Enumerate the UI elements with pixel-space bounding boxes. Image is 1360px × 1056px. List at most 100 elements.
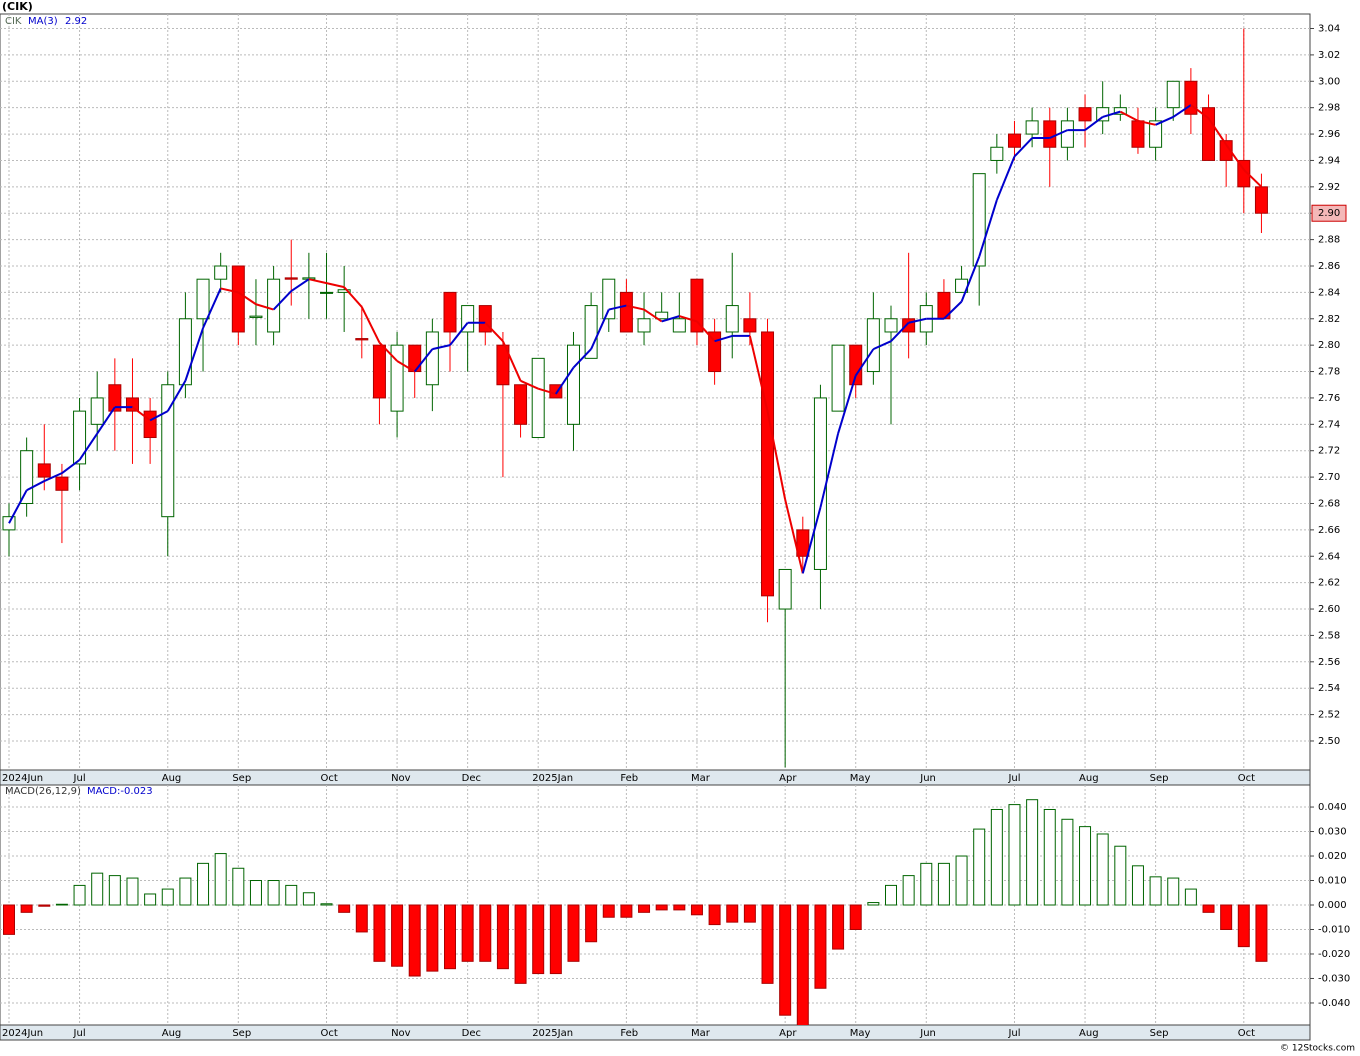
macd-bar — [937, 862, 950, 906]
x-tick-label: Oct — [321, 773, 338, 784]
candle-body — [390, 344, 404, 412]
x-tick-label: Apr — [779, 1028, 797, 1039]
ma-line — [1190, 104, 1210, 120]
ma-line — [378, 341, 398, 362]
ma-line — [801, 507, 822, 574]
last-price-box — [1311, 204, 1347, 222]
ma-line — [413, 348, 434, 373]
x-tick-label: Nov — [391, 1028, 411, 1039]
macd-bar — [302, 892, 315, 906]
y-tick-label: 2.62 — [1318, 578, 1340, 589]
candle-body — [231, 265, 245, 333]
candle-body — [778, 568, 792, 610]
macd-bar — [673, 904, 686, 911]
macd-bar — [973, 828, 986, 906]
y-tick-label: 2.56 — [1318, 657, 1340, 668]
y-tick-label: 2.96 — [1318, 129, 1340, 140]
ma-line — [131, 406, 151, 422]
macd-bar — [885, 884, 897, 906]
ma-line — [908, 317, 927, 324]
ma-line — [308, 278, 327, 285]
x-tick-label: Dec — [462, 773, 481, 784]
x-tick-label: Dec — [462, 1028, 481, 1039]
candle-body — [1131, 120, 1145, 148]
ma-line — [1225, 144, 1245, 171]
y-tick-label: 2.76 — [1318, 393, 1340, 404]
y-tick-label: 0.000 — [1318, 900, 1347, 911]
macd-bar — [444, 904, 456, 970]
candle-body — [161, 384, 175, 518]
price-plot — [0, 14, 1310, 770]
x-tick-label: Aug — [162, 773, 182, 784]
macd-bar — [1079, 826, 1092, 906]
ma-line — [502, 340, 522, 382]
ma-line — [943, 300, 963, 320]
macd-bar — [3, 904, 15, 935]
macd-bar — [955, 855, 968, 906]
ma-line — [326, 282, 345, 289]
ma-line — [290, 278, 310, 292]
ma-line — [784, 499, 804, 574]
y-tick-label: 2.68 — [1318, 498, 1340, 509]
y-tick-label: 0.020 — [1318, 851, 1347, 862]
candle-body — [796, 529, 810, 557]
candle-body — [37, 463, 51, 478]
macd-bar — [1008, 804, 1021, 906]
ma-line — [1102, 110, 1121, 118]
macd-bar — [708, 904, 721, 926]
y-tick-label: 0.010 — [1318, 876, 1347, 887]
x-tick-label: 2025Jan — [532, 773, 573, 784]
ma-line — [661, 315, 680, 323]
axes: 2.50 2.52 2.54 2.56 2.58 2.60 2.62 2.64 2.66 2.68… — [2, 24, 1350, 1039]
ma-line — [520, 379, 539, 390]
candle-body — [531, 357, 545, 439]
ma-line — [149, 410, 169, 422]
candle-body — [813, 397, 827, 570]
legend-symbol: CIK — [5, 16, 22, 27]
x-tick-label: Jul — [73, 1028, 86, 1039]
candle-body — [1202, 107, 1216, 161]
x-tick-label: Jul — [1007, 1028, 1020, 1039]
y-tick-label: 2.60 — [1318, 604, 1340, 615]
y-tick-label: 2.70 — [1318, 472, 1340, 483]
macd-bar — [55, 903, 68, 906]
ma-line — [960, 256, 981, 302]
macd-bar — [585, 904, 598, 943]
x-tick-label: Aug — [1079, 773, 1099, 784]
macd-bar — [479, 904, 492, 962]
candle-body — [1060, 120, 1074, 148]
candle-body — [1149, 120, 1163, 148]
candle-body — [20, 450, 34, 504]
ma-line — [1207, 117, 1227, 146]
macd-bar — [214, 853, 227, 906]
footer: © 12Stocks.com — [1280, 1044, 1355, 1054]
ma-line — [43, 472, 63, 482]
macd-bar — [320, 903, 333, 906]
ma-line — [360, 306, 381, 343]
ma-line — [714, 334, 733, 343]
ma-line — [555, 367, 575, 395]
ma-line — [537, 387, 557, 395]
macd-bar — [1026, 799, 1039, 906]
ma-line — [890, 322, 910, 342]
candle-body — [337, 289, 351, 293]
candle-body — [90, 397, 104, 425]
macd-bar — [1114, 845, 1127, 906]
y-tick-label: 2.50 — [1318, 736, 1340, 747]
ma-line — [978, 199, 998, 258]
ma-line — [872, 340, 892, 351]
candle-body — [1078, 107, 1092, 122]
macd-bar — [690, 904, 703, 916]
macd-bar — [1220, 904, 1233, 930]
macd-bar — [1167, 877, 1180, 906]
chart-title: (CIK) — [2, 0, 33, 13]
candle-body — [284, 277, 298, 280]
x-tick-label: Sep — [232, 773, 251, 784]
ma-line — [78, 433, 99, 461]
ma-line — [166, 380, 187, 412]
ma-line — [995, 156, 1016, 201]
y-tick-label: 2.92 — [1318, 182, 1340, 193]
y-tick-label: 2.82 — [1318, 314, 1340, 325]
